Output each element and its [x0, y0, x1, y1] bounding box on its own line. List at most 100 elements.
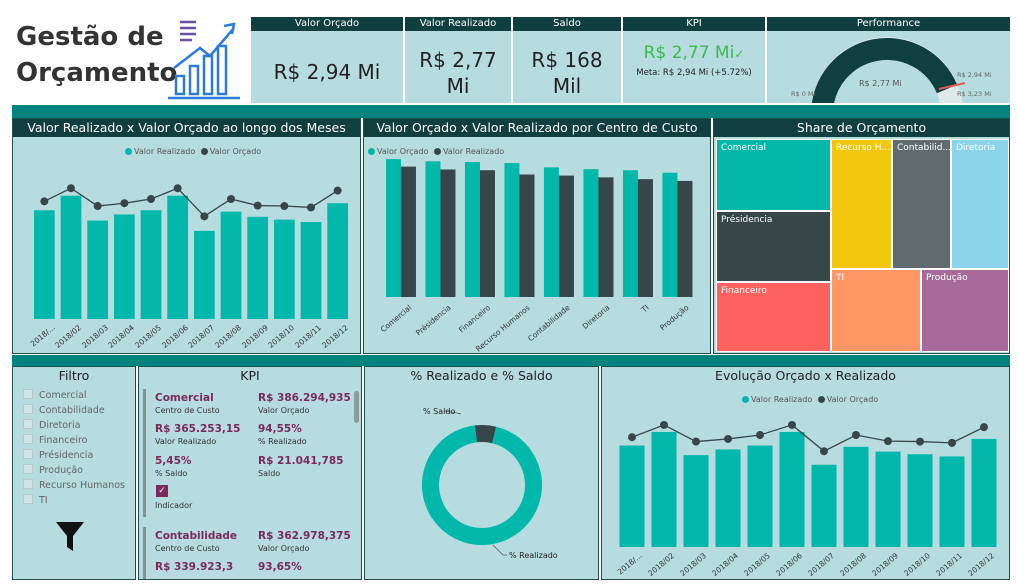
filter-item[interactable]: Contabilidade — [23, 404, 105, 418]
filter-item[interactable]: TI — [23, 494, 48, 508]
filter-checkbox[interactable] — [23, 434, 33, 444]
point-valor-orçado[interactable] — [333, 186, 342, 195]
filter-item[interactable]: Diretoria — [23, 419, 80, 433]
bar-valor-realizado[interactable] — [273, 219, 295, 319]
point-valor-orçado[interactable] — [200, 212, 209, 221]
kpi-card-contabilidade[interactable]: Contabilidade Centro de Custo R$ 362.978… — [143, 527, 354, 579]
point-valor-orçado[interactable] — [628, 433, 636, 442]
point-valor-orçado[interactable] — [280, 202, 289, 211]
kpi-indicator-label: Indicador — [155, 501, 193, 510]
bar-valor-realizado[interactable] — [193, 230, 215, 319]
bar-valor-orçado[interactable] — [385, 159, 401, 297]
filter-item[interactable]: Produção — [23, 464, 83, 478]
bar-valor-realizado[interactable] — [479, 170, 495, 297]
bar-valor-realizado[interactable] — [619, 445, 645, 548]
bar-valor-realizado[interactable] — [519, 174, 535, 298]
point-valor-orçado[interactable] — [307, 203, 315, 212]
bar-valor-realizado[interactable] — [747, 445, 773, 548]
bar-valor-realizado[interactable] — [60, 195, 82, 319]
bar-valor-realizado[interactable] — [971, 438, 997, 547]
bar-valor-realizado[interactable] — [907, 454, 933, 547]
point-valor-orçado[interactable] — [253, 201, 262, 210]
filter-checkbox[interactable] — [23, 404, 33, 414]
bar-valor-realizado[interactable] — [715, 449, 741, 547]
bar-valor-realizado[interactable] — [598, 177, 614, 297]
point-valor-orçado[interactable] — [40, 197, 49, 206]
point-valor-orçado[interactable] — [692, 437, 700, 446]
point-valor-orçado[interactable] — [147, 195, 155, 203]
treemap-tile[interactable]: TI — [831, 269, 921, 352]
treemap-tile[interactable]: Financeiro — [716, 282, 831, 352]
kpi-card-comercial[interactable]: Comercial Centro de Custo R$ 386.294,935… — [143, 389, 354, 517]
bar-valor-realizado[interactable] — [651, 431, 677, 547]
bar-valor-realizado[interactable] — [779, 431, 805, 547]
filter-item[interactable]: Financeiro — [23, 434, 88, 448]
point-valor-orçado[interactable] — [916, 437, 924, 446]
donut-slice[interactable] — [474, 425, 497, 444]
point-valor-orçado[interactable] — [227, 195, 235, 203]
bar-valor-realizado[interactable] — [113, 214, 135, 319]
treemap-tile[interactable]: Contabilid... — [892, 139, 951, 269]
filter-checkbox[interactable] — [23, 389, 33, 399]
bar-valor-orçado[interactable] — [622, 170, 638, 297]
point-valor-orçado[interactable] — [756, 431, 764, 439]
point-valor-orçado[interactable] — [980, 423, 988, 432]
filter-item[interactable]: Recurso Humanos — [23, 479, 125, 493]
bar-valor-orçado[interactable] — [583, 169, 599, 297]
donut-slice[interactable] — [422, 425, 542, 545]
point-valor-orçado[interactable] — [67, 184, 75, 193]
bar-valor-realizado[interactable] — [677, 180, 693, 297]
treemap-tile[interactable]: Recurso H... — [831, 139, 892, 269]
card-value-line1: R$ 2,77 — [419, 48, 497, 72]
bar-valor-realizado[interactable] — [327, 203, 349, 319]
point-valor-orçado[interactable] — [852, 431, 860, 439]
point-valor-orçado[interactable] — [173, 184, 182, 193]
filter-item[interactable]: Comercial — [23, 389, 87, 403]
bar-valor-realizado[interactable] — [558, 175, 574, 297]
point-valor-orçado[interactable] — [93, 202, 102, 211]
bar-valor-orçado[interactable] — [662, 172, 678, 297]
bar-valor-realizado[interactable] — [875, 451, 901, 547]
bar-valor-orçado[interactable] — [425, 161, 441, 297]
bar-valor-realizado[interactable] — [843, 446, 869, 547]
treemap-tile[interactable]: Diretoria — [951, 139, 1009, 269]
filter-checkbox[interactable] — [23, 464, 33, 474]
treemap-tile[interactable]: Comercial — [716, 139, 831, 211]
kpi-pct-label: % Realizado — [258, 437, 307, 446]
line-valor-orçado — [44, 187, 339, 218]
point-valor-orçado[interactable] — [948, 438, 956, 447]
bar-valor-realizado[interactable] — [247, 216, 269, 319]
filter-checkbox[interactable] — [23, 449, 33, 459]
treemap-tile[interactable]: Présidencia — [716, 211, 831, 282]
bar-valor-realizado[interactable] — [140, 210, 162, 319]
bar-valor-realizado[interactable] — [220, 211, 242, 319]
filter-item-label: Recurso Humanos — [39, 480, 125, 491]
filter-checkbox[interactable] — [23, 479, 33, 489]
bar-valor-realizado[interactable] — [440, 169, 456, 298]
treemap-tile[interactable]: Produção — [921, 269, 1009, 352]
bar-valor-realizado[interactable] — [811, 464, 837, 547]
bar-valor-orçado[interactable] — [504, 163, 520, 297]
point-valor-orçado[interactable] — [724, 434, 732, 443]
point-valor-orçado[interactable] — [660, 420, 668, 429]
point-valor-orçado[interactable] — [788, 420, 796, 429]
point-valor-orçado[interactable] — [884, 437, 892, 446]
bar-valor-orçado[interactable] — [543, 167, 559, 297]
point-valor-orçado[interactable] — [120, 199, 129, 208]
bar-valor-realizado[interactable] — [167, 195, 189, 319]
kpi-scrollbar[interactable] — [354, 391, 359, 423]
bar-valor-realizado[interactable] — [637, 179, 653, 297]
bar-valor-realizado[interactable] — [400, 166, 416, 297]
bar-valor-realizado[interactable] — [33, 210, 55, 319]
bar-valor-realizado[interactable] — [939, 456, 965, 547]
filter-checkbox[interactable] — [23, 494, 33, 504]
point-valor-orçado[interactable] — [820, 447, 828, 456]
bar-valor-realizado[interactable] — [683, 455, 709, 547]
filter-checkbox[interactable] — [23, 419, 33, 429]
bar-valor-orçado[interactable] — [464, 162, 480, 297]
funnel-icon[interactable] — [55, 521, 85, 553]
bar-valor-realizado[interactable] — [87, 220, 109, 319]
filter-item[interactable]: Présidencia — [23, 449, 93, 463]
bar-valor-realizado[interactable] — [300, 221, 322, 319]
performance-gauge — [811, 37, 966, 103]
